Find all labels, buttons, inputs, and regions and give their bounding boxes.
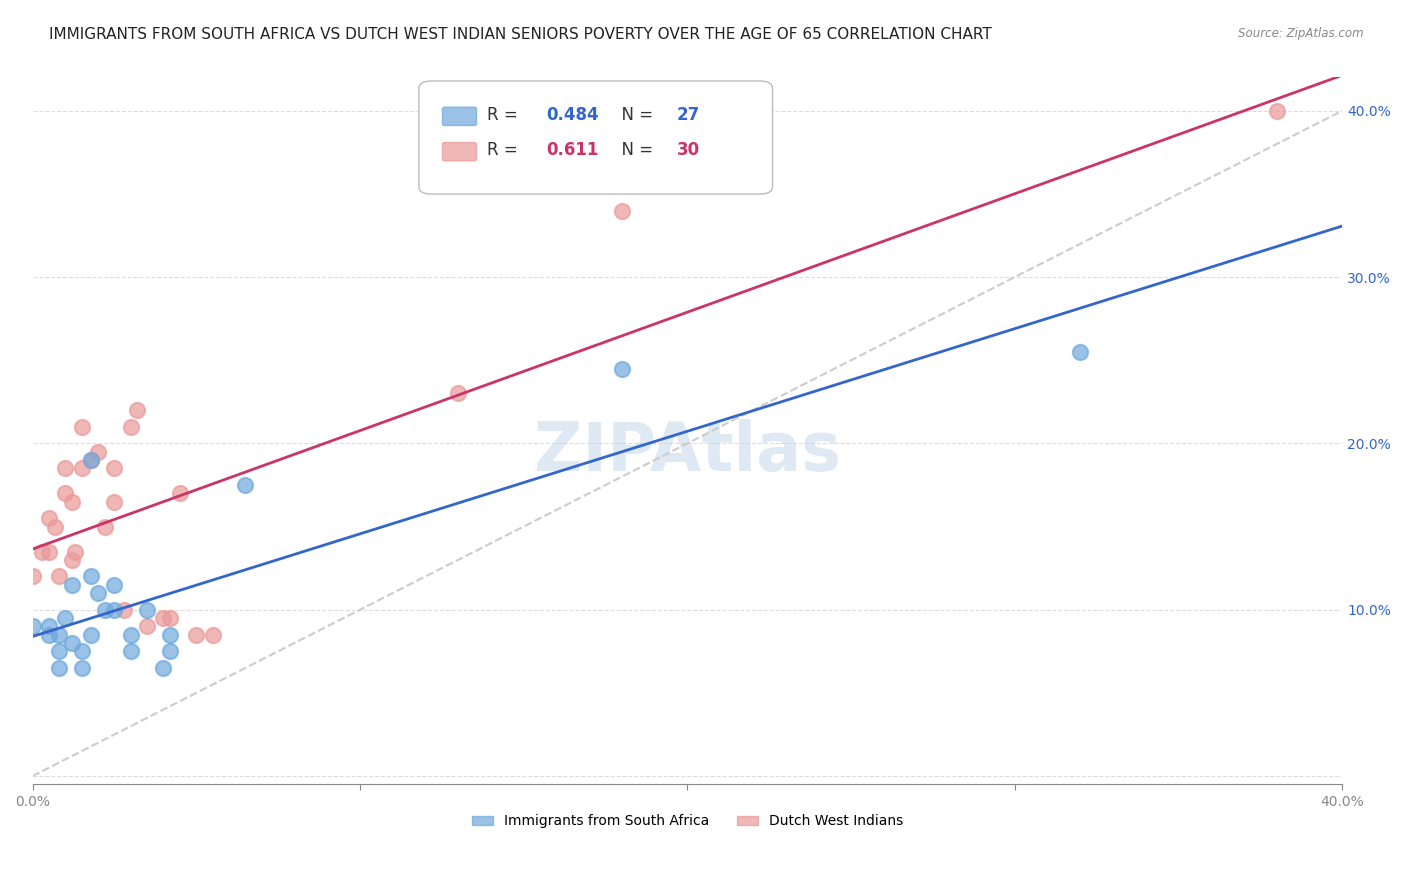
Point [120, 419, 142, 434]
Text: IMMIGRANTS FROM SOUTH AFRICA VS DUTCH WEST INDIAN SENIORS POVERTY OVER THE AGE O: IMMIGRANTS FROM SOUTH AFRICA VS DUTCH WE… [49, 27, 993, 42]
Point [38, 544, 60, 558]
Point [31, 544, 53, 558]
Point [53, 486, 76, 500]
FancyBboxPatch shape [443, 143, 477, 161]
FancyBboxPatch shape [443, 107, 477, 126]
Point [610, 361, 633, 376]
Point [60, 494, 83, 508]
Point [201, 628, 224, 642]
Text: R =: R = [486, 141, 529, 160]
Point [48, 569, 70, 583]
Point [38, 511, 60, 525]
Text: 0.611: 0.611 [546, 141, 599, 160]
Point [120, 628, 142, 642]
Point [159, 644, 181, 658]
Point [610, 203, 633, 218]
Text: Source: ZipAtlas.com: Source: ZipAtlas.com [1239, 27, 1364, 40]
Text: N =: N = [612, 141, 659, 160]
Point [136, 603, 159, 617]
Point [1069, 345, 1091, 359]
Text: R =: R = [486, 106, 523, 124]
Text: ZIPAtlas: ZIPAtlas [534, 419, 841, 485]
Point [53, 611, 76, 625]
Point [93, 603, 115, 617]
Point [103, 461, 125, 475]
Point [93, 519, 115, 533]
Point [70, 419, 93, 434]
Point [87, 586, 110, 600]
Point [127, 403, 149, 417]
Point [80, 453, 103, 467]
Point [80, 453, 103, 467]
Point [53, 461, 76, 475]
Point [169, 486, 191, 500]
Point [60, 636, 83, 650]
Point [112, 603, 135, 617]
FancyBboxPatch shape [419, 81, 772, 194]
Point [60, 578, 83, 592]
Point [233, 478, 256, 492]
Point [103, 494, 125, 508]
Point [38, 628, 60, 642]
Point [60, 553, 83, 567]
Text: 0.484: 0.484 [546, 106, 599, 124]
Point [1265, 103, 1288, 118]
Point [44, 519, 66, 533]
Point [48, 644, 70, 658]
Point [70, 661, 93, 675]
Point [159, 628, 181, 642]
Point [80, 628, 103, 642]
Point [63, 544, 86, 558]
Point [447, 386, 470, 401]
Point [152, 661, 174, 675]
Point [80, 569, 103, 583]
Point [70, 644, 93, 658]
Text: 30: 30 [676, 141, 700, 160]
Point [152, 611, 174, 625]
Point [48, 661, 70, 675]
Point [136, 619, 159, 633]
Point [120, 644, 142, 658]
Text: N =: N = [612, 106, 659, 124]
Point [103, 603, 125, 617]
Point [21, 569, 44, 583]
Legend: Immigrants from South Africa, Dutch West Indians: Immigrants from South Africa, Dutch West… [467, 809, 908, 834]
Point [87, 444, 110, 458]
Point [186, 628, 208, 642]
Text: 27: 27 [676, 106, 700, 124]
Point [70, 461, 93, 475]
Point [103, 578, 125, 592]
Point [48, 628, 70, 642]
Point [159, 611, 181, 625]
Point [38, 619, 60, 633]
Point [21, 619, 44, 633]
